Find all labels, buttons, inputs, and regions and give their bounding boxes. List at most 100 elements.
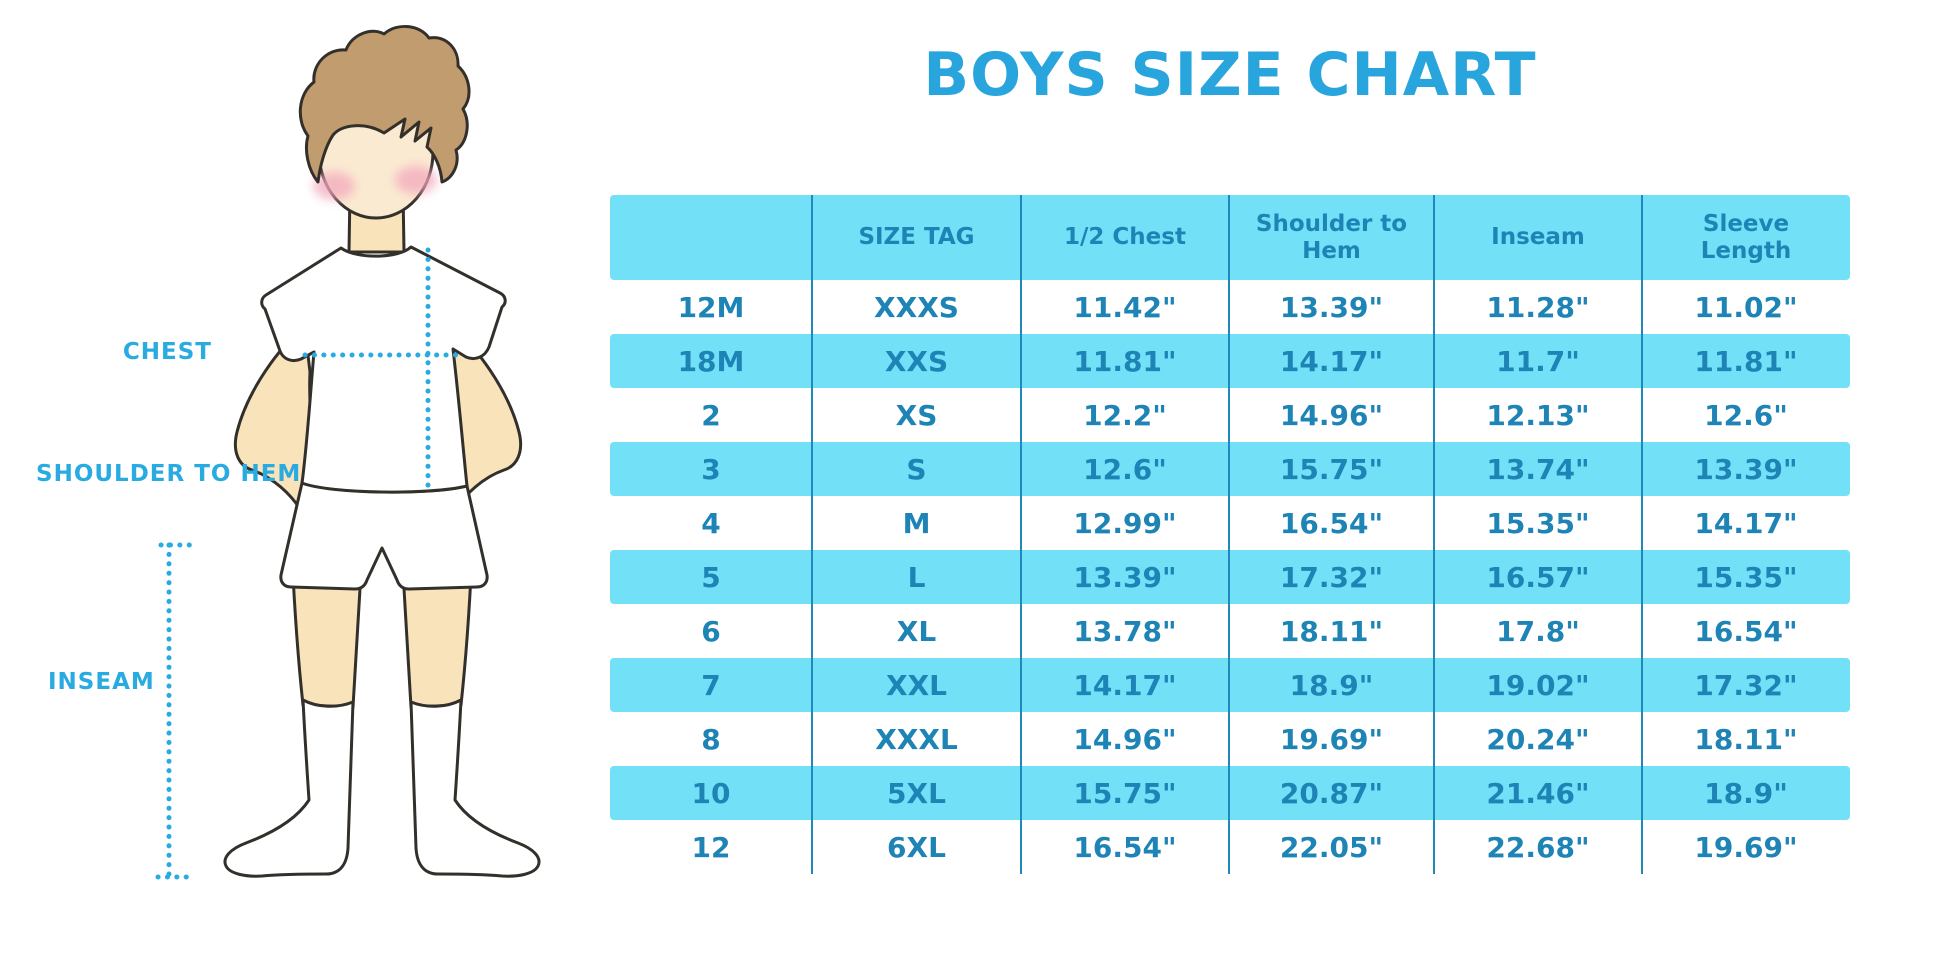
size-cell: 18.9": [1289, 668, 1374, 702]
size-cell: 13.39": [1279, 290, 1384, 324]
size-cell: 12.99": [1073, 506, 1177, 540]
table-row: 4 M 12.99" 16.54" 15.35" 14.17": [610, 496, 1850, 550]
size-cell: XXS: [884, 344, 949, 378]
size-cell: 11.7": [1496, 344, 1580, 378]
size-cell: 13.74": [1486, 452, 1590, 486]
size-cell: L: [907, 560, 926, 594]
size-cell: 15.35": [1486, 506, 1590, 540]
size-cell: 14.96": [1279, 398, 1384, 432]
size-cell: 18M: [677, 344, 745, 378]
table-row: SIZE TAG 1/2 Chest Shoulder to Hem Inseam Sl…: [610, 195, 1850, 280]
size-cell: 18.11": [1279, 614, 1384, 648]
size-cell: 12: [691, 830, 731, 864]
table-row: 7 XXL 14.17" 18.9" 19.02" 17.32": [610, 658, 1850, 712]
size-cell: 21.46": [1486, 776, 1590, 810]
size-cell: 17.32": [1694, 668, 1798, 702]
size-cell: 18.11": [1694, 722, 1798, 756]
tshirt: [260, 245, 507, 494]
page-title: BOYS SIZE CHART: [923, 40, 1537, 110]
size-cell: 19.02": [1486, 668, 1590, 702]
size-cell: 20.24": [1486, 722, 1590, 756]
size-cell: 13.78": [1073, 614, 1177, 648]
size-cell: XXXL: [875, 722, 958, 756]
size-cell: 15.75": [1279, 452, 1384, 486]
size-cell: 12.13": [1486, 398, 1590, 432]
left-blush: [313, 172, 355, 200]
column-divider: [1433, 195, 1435, 874]
table-row: 12 6XL 16.54" 22.05" 22.68" 19.69": [610, 820, 1850, 874]
size-cell: 14.96": [1073, 722, 1177, 756]
size-cell: 22.68": [1486, 830, 1590, 864]
size-cell: 20.87": [1279, 776, 1384, 810]
right-sock: [409, 698, 541, 878]
size-table: SIZE TAG 1/2 Chest Shoulder to Hem Inseam Sl…: [610, 195, 1850, 874]
size-cell: 22.05": [1279, 830, 1384, 864]
table-row: 12M XXXS 11.42" 13.39" 11.28" 11.02": [610, 280, 1850, 334]
table-row: 10 5XL 15.75" 20.87" 21.46" 18.9": [610, 766, 1850, 820]
size-cell: 6: [701, 614, 721, 648]
size-cell: 15.75": [1073, 776, 1177, 810]
header-cell: 1/2 Chest: [1064, 224, 1186, 250]
boy-illustration: [155, 25, 541, 880]
header-cell: Sleeve Length: [1700, 210, 1792, 264]
chest-label: CHEST: [122, 339, 212, 365]
header-cell: Shoulder to Hem: [1255, 210, 1408, 264]
size-cell: 12.2": [1083, 398, 1167, 432]
size-cell: 15.35": [1694, 560, 1798, 594]
size-cell: 10: [691, 776, 731, 810]
table-row: 3 S 12.6" 15.75" 13.74" 13.39": [610, 442, 1850, 496]
size-cell: 17.32": [1279, 560, 1384, 594]
left-sock: [223, 698, 355, 878]
size-cell: 13.39": [1694, 452, 1798, 486]
header-cell: SIZE TAG: [858, 224, 975, 250]
size-cell: 13.39": [1073, 560, 1177, 594]
size-cell: 16.54": [1279, 506, 1384, 540]
size-cell: 12.6": [1704, 398, 1788, 432]
size-cell: 12M: [677, 290, 745, 324]
column-divider: [811, 195, 813, 874]
size-cell: 14.17": [1694, 506, 1798, 540]
right-blush: [395, 166, 437, 194]
size-cell: 11.42": [1073, 290, 1177, 324]
size-cell: 19.69": [1279, 722, 1384, 756]
size-cell: 14.17": [1073, 668, 1177, 702]
size-cell: 6XL: [887, 830, 946, 864]
size-cell: M: [902, 506, 931, 540]
size-cell: 8: [701, 722, 721, 756]
size-cell: 11.28": [1486, 290, 1590, 324]
column-divider: [1228, 195, 1230, 874]
size-cell: 7: [701, 668, 721, 702]
inseam-measure-line: [155, 542, 193, 880]
hair: [298, 25, 471, 184]
size-cell: 11.81": [1073, 344, 1177, 378]
table-row: 6 XL 13.78" 18.11" 17.8" 16.54": [610, 604, 1850, 658]
size-cell: 2: [701, 398, 721, 432]
size-cell: XS: [895, 398, 938, 432]
size-cell: 17.8": [1496, 614, 1580, 648]
size-cell: 5: [701, 560, 721, 594]
table-row: 8 XXXL 14.96" 19.69" 20.24" 18.11": [610, 712, 1850, 766]
table-row: 5 L 13.39" 17.32" 16.57" 15.35": [610, 550, 1850, 604]
size-cell: 4: [701, 506, 721, 540]
size-cell: XXL: [885, 668, 948, 702]
size-cell: S: [906, 452, 927, 486]
size-cell: 16.54": [1694, 614, 1798, 648]
header-cell: Inseam: [1491, 224, 1585, 250]
column-divider: [1020, 195, 1022, 874]
inseam-label: INSEAM: [48, 669, 155, 695]
size-cell: 11.81": [1694, 344, 1798, 378]
size-cell: XL: [896, 614, 937, 648]
size-cell: 14.17": [1279, 344, 1384, 378]
size-cell: 18.9": [1704, 776, 1788, 810]
table-row: 2 XS 12.2" 14.96" 12.13" 12.6": [610, 388, 1850, 442]
shorts: [279, 481, 489, 591]
size-cell: 5XL: [887, 776, 946, 810]
size-cell: 12.6": [1083, 452, 1167, 486]
table-row: 18M XXS 11.81" 14.17" 11.7" 11.81": [610, 334, 1850, 388]
size-cell: 19.69": [1694, 830, 1798, 864]
column-divider: [1641, 195, 1643, 874]
size-cell: 16.57": [1486, 560, 1590, 594]
shoulder-to-hem-label: SHOULDER TO HEM: [36, 461, 302, 487]
size-cell: 11.02": [1694, 290, 1798, 324]
